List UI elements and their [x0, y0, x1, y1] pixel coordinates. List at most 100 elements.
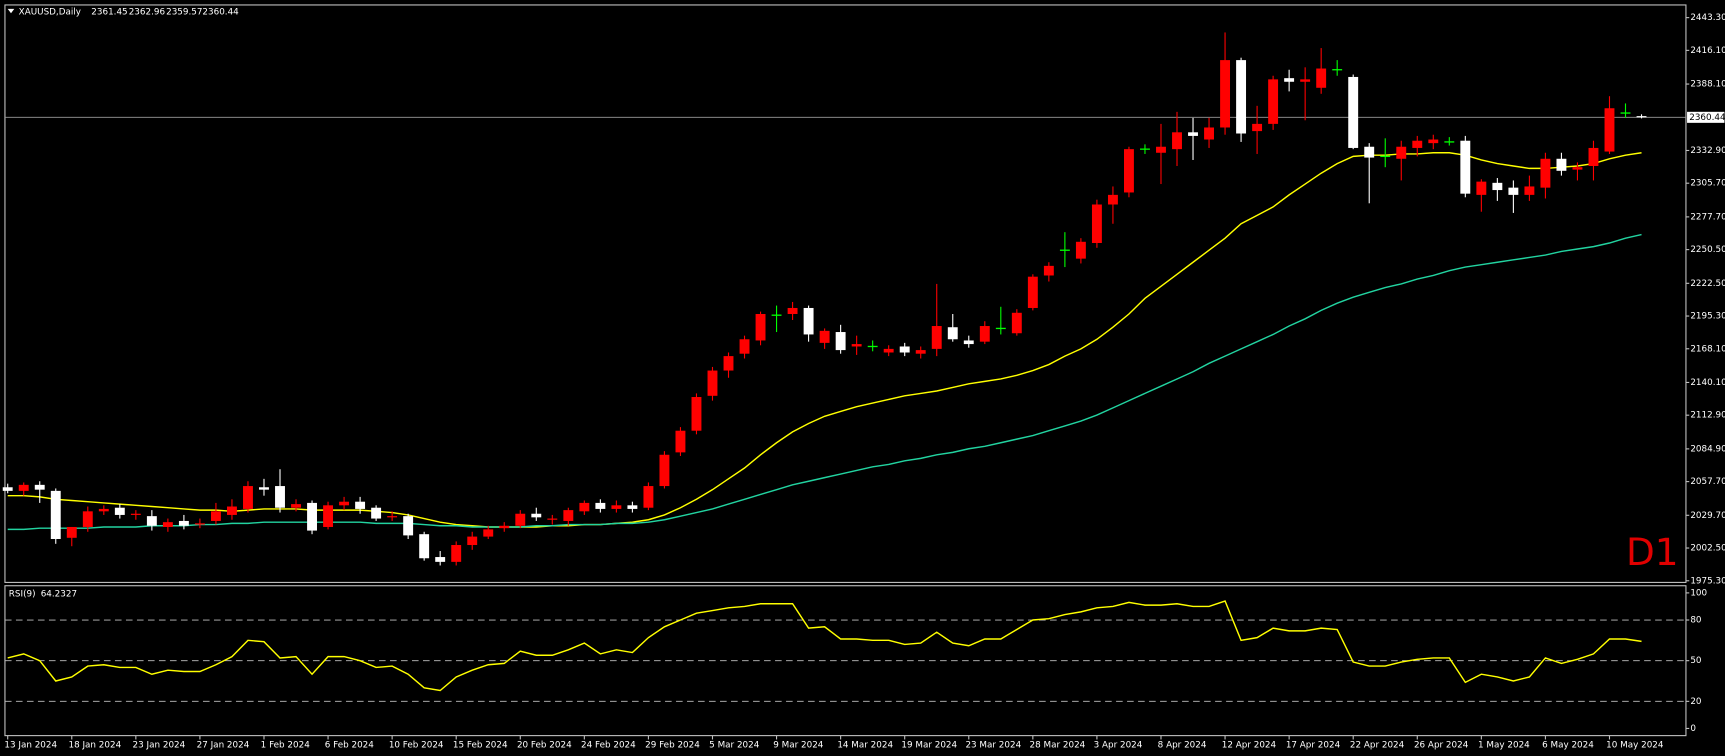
- x-tick-label: 20 Feb 2024: [517, 740, 572, 750]
- candle-body: [82, 511, 93, 527]
- candle-body: [307, 502, 317, 531]
- candle-body: [1476, 181, 1487, 195]
- candle-body: [851, 344, 862, 347]
- candle-body: [707, 370, 718, 396]
- candle-body: [883, 348, 894, 353]
- header-high: 2362.96: [129, 8, 166, 18]
- candle-body: [1172, 132, 1182, 150]
- candle-body: [1156, 146, 1166, 153]
- y-tick-label: 2332.90: [1690, 146, 1725, 156]
- candle-body: [1252, 123, 1263, 132]
- x-tick-label: 15 Feb 2024: [453, 740, 508, 750]
- y-tick-label: 100: [1690, 588, 1707, 598]
- y-tick-label: 2168.10: [1690, 344, 1725, 354]
- candle-body: [451, 545, 462, 562]
- candle-body: [547, 518, 558, 520]
- candle-body: [643, 486, 654, 508]
- y-tick-label: 2195.30: [1690, 312, 1725, 322]
- candle-body: [515, 513, 526, 526]
- candle-body: [659, 454, 670, 487]
- candle-body: [1556, 158, 1567, 171]
- y-tick-label: 2222.50: [1690, 279, 1725, 289]
- x-tick-label: 14 Mar 2024: [837, 740, 893, 750]
- candle-body: [178, 520, 189, 526]
- candle-body: [1524, 186, 1535, 195]
- symbol-menu-icon[interactable]: [7, 8, 15, 14]
- candle-body: [1396, 146, 1407, 159]
- candle-body: [627, 505, 638, 509]
- candle-body: [1268, 79, 1279, 124]
- candle-body: [146, 516, 157, 526]
- candle-body: [323, 505, 334, 527]
- main-panel-frame: [4, 4, 1687, 583]
- candle-body: [579, 502, 590, 512]
- candle-body: [1075, 241, 1086, 259]
- header-close: 2360.44: [202, 8, 239, 18]
- candle-body: [210, 511, 221, 521]
- candle-body: [1604, 108, 1615, 152]
- y-tick-label: 2277.70: [1690, 212, 1725, 222]
- candle-body: [227, 506, 237, 515]
- header-open: 2361.45: [91, 8, 127, 18]
- candle-body: [803, 307, 814, 335]
- candle-body: [755, 313, 766, 341]
- x-tick-label: 9 Mar 2024: [773, 740, 824, 750]
- candle-body: [2, 487, 13, 491]
- symbol-title: XAUUSD,Daily: [19, 8, 81, 18]
- candle-body: [595, 502, 606, 509]
- y-tick-label: 2305.70: [1690, 179, 1725, 189]
- x-tick-label: 13 Jan 2024: [4, 740, 57, 750]
- x-tick-label: 5 Mar 2024: [709, 740, 760, 750]
- candle-body: [819, 330, 830, 343]
- y-tick-label: 0: [1690, 724, 1696, 734]
- candle-body: [1188, 132, 1198, 136]
- candle-body: [1588, 147, 1599, 166]
- x-tick-label: 28 Mar 2024: [1030, 740, 1086, 750]
- candle-body: [691, 397, 702, 431]
- x-tick-label: 26 Apr 2024: [1414, 740, 1469, 750]
- x-tick-label: 23 Jan 2024: [133, 740, 186, 750]
- candle-body: [1204, 127, 1214, 140]
- x-tick-label: 23 Mar 2024: [965, 740, 1021, 750]
- x-tick-label: 17 Apr 2024: [1286, 740, 1341, 750]
- candle-body: [1300, 79, 1311, 82]
- y-tick-label: 2250.50: [1690, 245, 1725, 255]
- y-tick-label: 2112.90: [1690, 411, 1725, 421]
- candle-body: [899, 346, 910, 353]
- candle-body: [1540, 158, 1551, 188]
- candle-body: [355, 501, 366, 509]
- rsi-value: 64.2327: [41, 589, 77, 599]
- candle-body: [66, 526, 77, 538]
- candle-body: [1220, 60, 1231, 128]
- candle-body: [1316, 68, 1327, 88]
- candle-body: [50, 490, 61, 540]
- y-tick-label: 2416.10: [1690, 46, 1725, 56]
- y-tick-label: 1975.30: [1690, 576, 1725, 586]
- y-tick-label: 2140.10: [1690, 378, 1725, 388]
- candle-body: [291, 504, 301, 508]
- candle-body: [1428, 139, 1439, 144]
- candle-body: [419, 534, 430, 559]
- y-tick-label: 20: [1690, 697, 1702, 707]
- candle-body: [1636, 116, 1647, 118]
- candle-body: [34, 484, 45, 490]
- candle-body: [723, 356, 734, 371]
- y-tick-label: 2057.70: [1690, 477, 1725, 487]
- candle-body: [1091, 204, 1102, 244]
- candle-body: [931, 326, 942, 349]
- candle-body: [1284, 78, 1295, 82]
- rsi-line: [7, 600, 1642, 692]
- candle-body: [915, 350, 926, 354]
- rsi-title: RSI(9): [9, 589, 36, 599]
- x-tick-label: 18 Jan 2024: [68, 740, 121, 750]
- candle-body: [1107, 194, 1118, 205]
- candle-body: [435, 557, 446, 562]
- candle-body: [611, 505, 622, 509]
- candle-body: [162, 522, 173, 527]
- candle-body: [403, 516, 414, 536]
- candle-body: [1492, 182, 1503, 191]
- candle-body: [835, 332, 846, 351]
- y-tick-label: 2084.90: [1690, 444, 1725, 454]
